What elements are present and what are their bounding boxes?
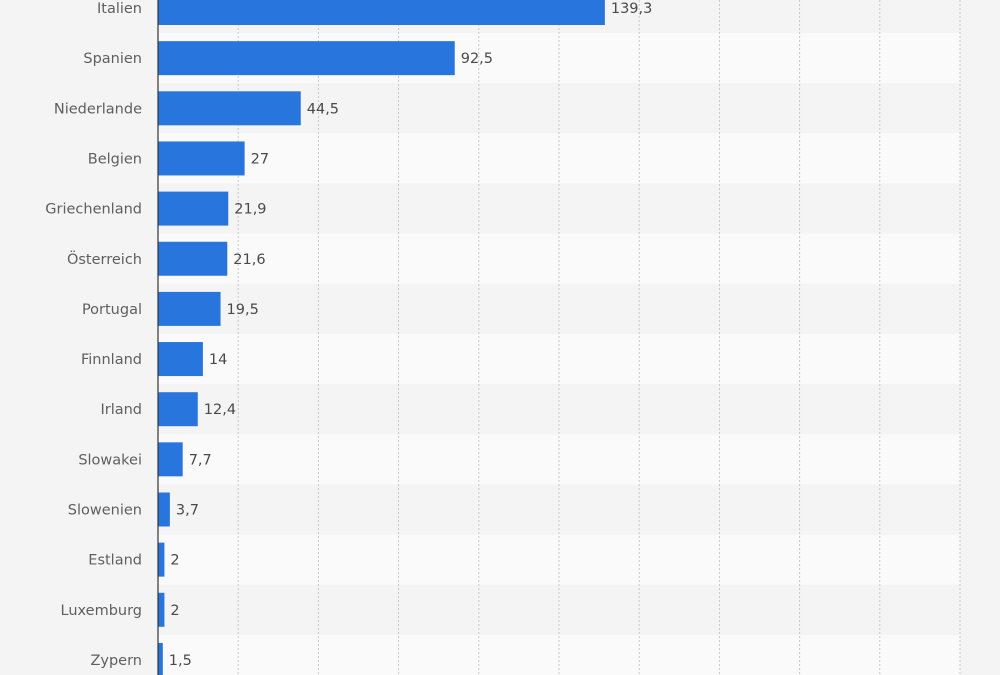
- value-label: 2: [170, 603, 179, 619]
- bar: [158, 0, 605, 25]
- bar: [158, 442, 183, 477]
- bar: [158, 241, 228, 276]
- category-label: Irland: [100, 402, 142, 418]
- category-label: Griechenland: [45, 202, 142, 218]
- value-label: 27: [251, 151, 269, 167]
- bar: [158, 492, 170, 527]
- category-label: Slowenien: [68, 503, 142, 519]
- value-label: 1,5: [169, 653, 192, 669]
- category-label: Belgien: [88, 151, 142, 167]
- category-label: Finnland: [81, 352, 142, 368]
- value-label: 2: [170, 553, 179, 569]
- row-stripe: [158, 233, 960, 284]
- row-stripe: [158, 333, 960, 385]
- category-label: Italien: [97, 1, 142, 17]
- bar: [158, 141, 245, 176]
- bar: [158, 91, 301, 126]
- bar: [158, 392, 198, 427]
- category-label: Slowakei: [78, 452, 142, 468]
- bar: [158, 41, 455, 76]
- category-label: Luxemburg: [61, 603, 143, 619]
- category-label: Niederlande: [54, 101, 142, 117]
- bar: [158, 291, 221, 326]
- value-label: 7,7: [189, 452, 212, 468]
- value-label: 3,7: [176, 503, 199, 519]
- value-label: 19,5: [227, 302, 259, 318]
- bar: [158, 542, 165, 577]
- value-label: 12,4: [204, 402, 236, 418]
- category-label: Österreich: [67, 250, 142, 268]
- bar: [158, 592, 165, 627]
- category-label: Portugal: [82, 302, 142, 318]
- value-label: 14: [209, 352, 227, 368]
- value-label: 92,5: [461, 51, 493, 67]
- bar: [158, 342, 203, 377]
- category-label: Zypern: [90, 653, 142, 669]
- category-label: Spanien: [83, 51, 142, 67]
- value-label: 44,5: [307, 101, 339, 117]
- bar: [158, 642, 163, 675]
- value-label: 21,9: [234, 202, 266, 218]
- bar: [158, 191, 229, 226]
- value-label: 139,3: [611, 1, 653, 17]
- value-label: 21,6: [233, 252, 265, 268]
- category-label: Estland: [88, 553, 142, 569]
